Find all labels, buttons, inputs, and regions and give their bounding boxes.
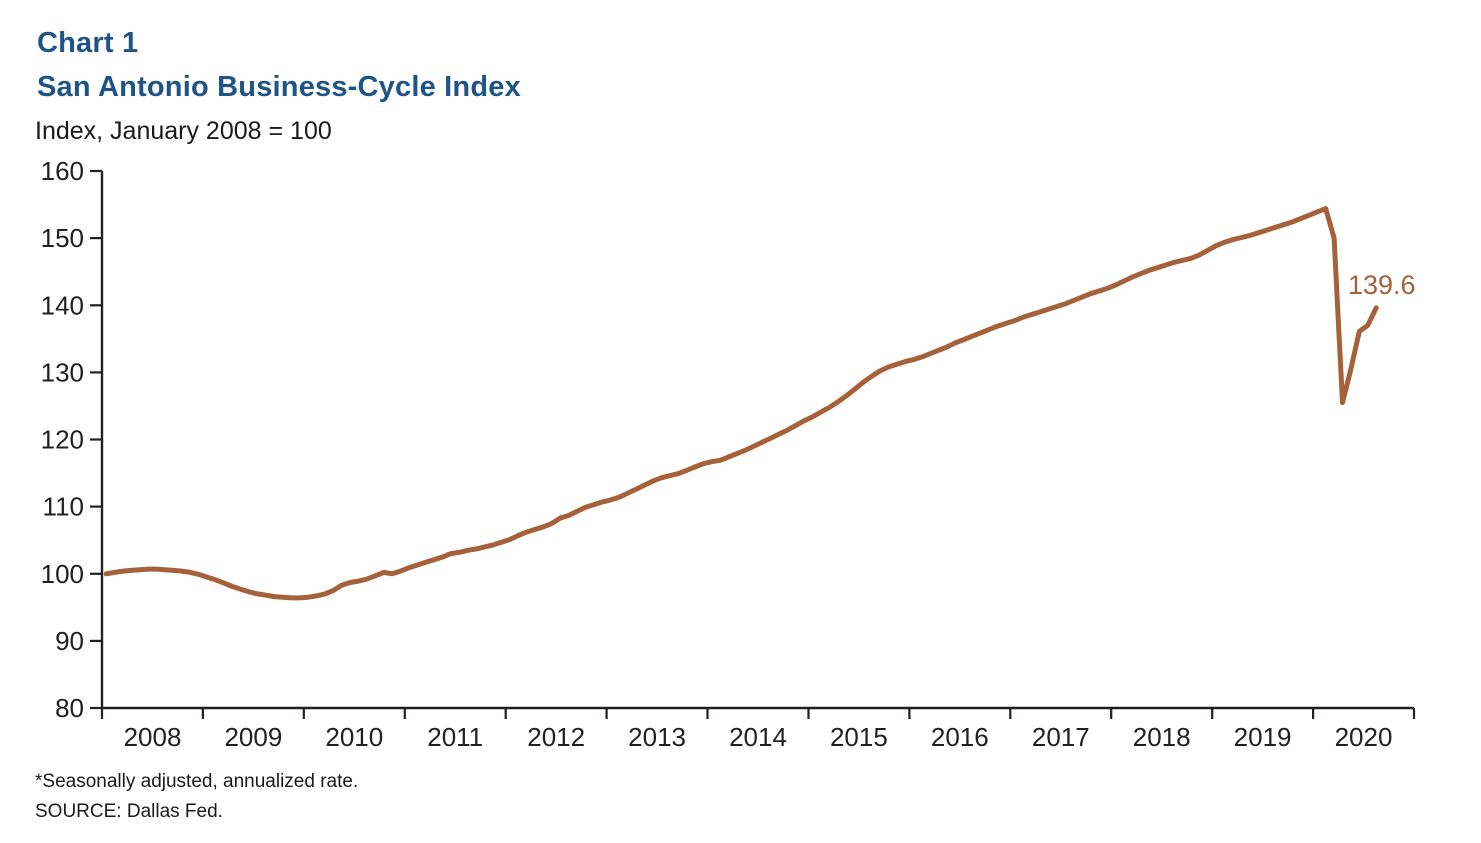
- y-axis-ticks: [90, 169, 102, 710]
- y-axis-labels: 80 90 100 110 120 130 140 150 160: [41, 156, 84, 723]
- x-tick-label: 2008: [124, 722, 182, 752]
- chart-title: San Antonio Business-Cycle Index: [37, 71, 521, 103]
- x-tick-label: 2011: [427, 722, 483, 752]
- y-tick-label: 140: [41, 290, 84, 320]
- y-tick-label: 100: [41, 559, 84, 589]
- x-tick-label: 2009: [224, 722, 282, 752]
- y-tick-label: 90: [55, 626, 84, 656]
- axis-units-label: Index, January 2008 = 100: [35, 117, 332, 145]
- footnote-seasonal: *Seasonally adjusted, annualized rate.: [35, 771, 359, 792]
- y-tick-label: 130: [41, 357, 84, 387]
- x-tick-label: 2010: [325, 722, 383, 752]
- footnote-source: SOURCE: Dallas Fed.: [35, 801, 223, 822]
- y-tick-label: 160: [41, 156, 84, 186]
- x-tick-label: 2020: [1335, 722, 1393, 752]
- y-tick-label: 120: [41, 425, 84, 455]
- axis-lines: [100, 171, 1414, 710]
- x-tick-label: 2018: [1133, 722, 1191, 752]
- index-line: [103, 206, 1379, 601]
- y-tick-label: 150: [41, 223, 84, 253]
- x-tick-label: 2012: [527, 722, 585, 752]
- x-tick-label: 2017: [1032, 722, 1090, 752]
- x-axis-ticks: [100, 708, 1416, 719]
- x-tick-label: 2014: [729, 722, 787, 752]
- y-tick-label: 80: [55, 693, 84, 723]
- x-axis-labels: 2008 2009 2010 2011 2012 2013 2014 2015 2016 2017…: [124, 722, 1393, 752]
- x-tick-label: 2013: [628, 722, 686, 752]
- x-tick-label: 2016: [931, 722, 989, 752]
- x-tick-label: 2019: [1234, 722, 1292, 752]
- last-value-label: 139.6: [1348, 270, 1416, 300]
- y-tick-label: 110: [43, 492, 84, 522]
- chart-number-label: Chart 1: [37, 27, 139, 59]
- x-tick-label: 2015: [830, 722, 888, 752]
